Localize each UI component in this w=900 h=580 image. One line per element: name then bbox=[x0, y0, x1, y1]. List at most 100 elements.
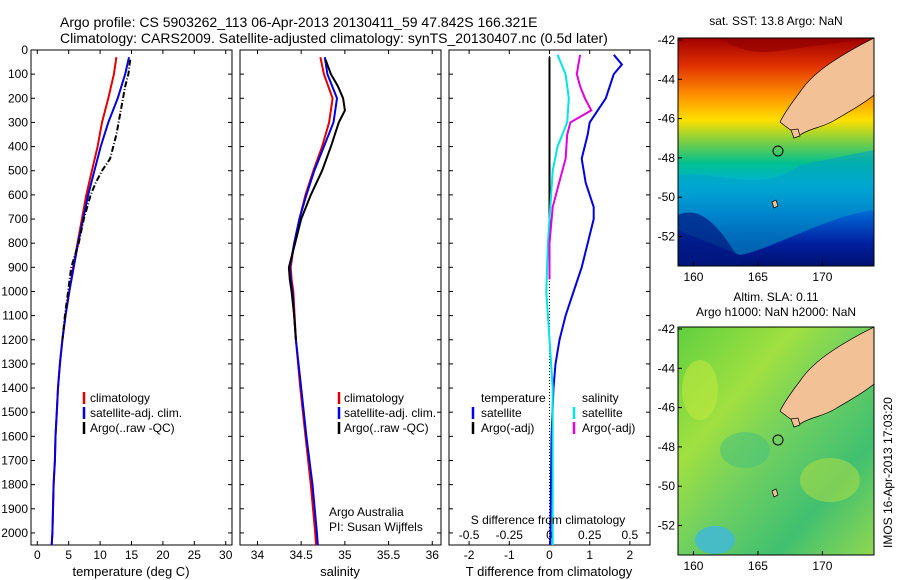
sla-map-title-1: Altim. SLA: 0.11 bbox=[733, 290, 818, 304]
map-x-tick-label: 160 bbox=[683, 270, 703, 284]
sla-map-title-2: Argo h1000: NaN h2000: NaN bbox=[696, 305, 856, 319]
map-x-tick-label: 170 bbox=[812, 270, 832, 284]
map-x-tick-label: 165 bbox=[748, 270, 768, 284]
salinity-legend: climatology satellite-adj. clim. Argo(..… bbox=[337, 391, 436, 435]
x-tick-label: 30 bbox=[219, 548, 233, 562]
map-x-tick-label: 170 bbox=[812, 559, 832, 573]
header-title: Argo profile: CS 5903262_113 06-Apr-2013… bbox=[60, 14, 537, 30]
salinity-xlabel: salinity bbox=[320, 564, 360, 579]
map-y-tick-label: -48 bbox=[658, 440, 676, 454]
sst-map-image bbox=[678, 38, 874, 266]
depth-tick-label: 1800 bbox=[1, 478, 28, 492]
difference-xlabel: T difference from climatology bbox=[466, 564, 633, 579]
map-y-tick-label: -48 bbox=[658, 151, 676, 165]
depth-tick-label: 1900 bbox=[1, 502, 28, 516]
x-tick-label: 25 bbox=[188, 548, 202, 562]
auckland-islands bbox=[771, 199, 779, 209]
map-y-tick-label: -52 bbox=[658, 230, 676, 244]
x2-tick-label: 0.25 bbox=[578, 528, 602, 542]
depth-tick-label: 1400 bbox=[1, 381, 28, 395]
depth-tick-label: 200 bbox=[8, 91, 28, 105]
difference-series bbox=[545, 54, 624, 546]
depth-tick-label: 1600 bbox=[1, 429, 28, 443]
map-y-tick-label: -52 bbox=[658, 519, 676, 533]
depth-tick-label: 1300 bbox=[1, 357, 28, 371]
series-line bbox=[548, 54, 593, 280]
map-y-tick-label: -46 bbox=[658, 112, 676, 126]
legend-label-argo: Argo(..raw -QC) bbox=[344, 421, 429, 435]
depth-tick-label: 700 bbox=[8, 212, 28, 226]
x-tick-label: 34 bbox=[251, 548, 265, 562]
x-tick-label: 10 bbox=[93, 548, 107, 562]
series-line bbox=[545, 54, 570, 545]
x-tick-label: 2 bbox=[627, 548, 634, 562]
map-x-tick-label: 165 bbox=[748, 559, 768, 573]
side-note: IMOS 16-Apr-2013 17:03:20 bbox=[881, 397, 895, 548]
new-zealand-south-island bbox=[779, 38, 874, 136]
salinity-series bbox=[287, 56, 346, 546]
temperature-xlabel: temperature (deg C) bbox=[72, 564, 189, 579]
x-tick-label: 0 bbox=[546, 548, 553, 562]
x-tick-label: 15 bbox=[125, 548, 139, 562]
sla-map-frame bbox=[677, 326, 875, 556]
legend-label-satellite: satellite-adj. clim. bbox=[344, 406, 436, 420]
pi-note: PI: Susan Wijffels bbox=[329, 520, 423, 534]
depth-tick-label: 2000 bbox=[1, 526, 28, 540]
series-line bbox=[287, 59, 346, 340]
depth-tick-label: 900 bbox=[8, 260, 28, 274]
x-tick-label: -1 bbox=[504, 548, 515, 562]
stewart-island bbox=[790, 128, 801, 139]
map-y-tick-label: -50 bbox=[658, 190, 676, 204]
difference-axis: -2 -1 0 1 2-0.5 -0.25 0 0.25 0.5 bbox=[449, 49, 650, 562]
salinity-axis: 34 34.5 35 35.5 36 bbox=[240, 49, 441, 562]
depth-tick-label: 1200 bbox=[1, 333, 28, 347]
salinity-panel-frame bbox=[239, 49, 442, 546]
depth-tick-label: 0 bbox=[21, 43, 28, 57]
x2-tick-label: -0.5 bbox=[459, 528, 480, 542]
legend-label-argo: Argo(..raw -QC) bbox=[90, 421, 175, 435]
x-tick-label: 35 bbox=[338, 548, 352, 562]
legend-title-salinity: salinity bbox=[582, 391, 619, 405]
temperature-panel-frame bbox=[30, 49, 233, 546]
x2-tick-label: -0.25 bbox=[496, 528, 524, 542]
map-y-tick-label: -46 bbox=[658, 401, 676, 415]
sla-map-axes: 160 165 170 -42 -44 -46 -48 -50 -52 bbox=[658, 322, 833, 573]
depth-tick-labels: 0 100 200 300 400 500 600 700 800 900 1000 1100 1200… bbox=[1, 43, 28, 540]
map-x-tick-label: 160 bbox=[683, 559, 703, 573]
header-subtitle: Climatology: CARS2009. Satellite-adjuste… bbox=[60, 30, 608, 46]
sla-map-image bbox=[678, 327, 874, 555]
argo-position-marker bbox=[772, 434, 784, 446]
difference-legend: temperature salinity satellite Argo(-adj… bbox=[471, 391, 635, 435]
legend-label-temp-argo: Argo(-adj) bbox=[481, 421, 534, 435]
depth-tick-label: 1500 bbox=[1, 405, 28, 419]
depth-tick-label: 400 bbox=[8, 140, 28, 154]
x-tick-label: 20 bbox=[156, 548, 170, 562]
stewart-island bbox=[790, 417, 801, 428]
depth-tick-label: 100 bbox=[8, 67, 28, 81]
x-tick-label: 0 bbox=[34, 548, 41, 562]
legend-label-sal-argo: Argo(-adj) bbox=[582, 421, 635, 435]
depth-tick-label: 300 bbox=[8, 115, 28, 129]
temperature-series bbox=[50, 56, 132, 546]
sst-map-frame bbox=[677, 37, 875, 267]
difference-x2label: S difference from climatology bbox=[471, 513, 626, 527]
x-tick-label: 5 bbox=[65, 548, 72, 562]
depth-tick-label: 600 bbox=[8, 188, 28, 202]
map-y-tick-label: -44 bbox=[658, 72, 676, 86]
sst-map-axes: 160 165 170 -42 -44 -46 -48 -50 -52 bbox=[658, 33, 833, 284]
depth-tick-label: 500 bbox=[8, 164, 28, 178]
legend-label-temp-satellite: satellite bbox=[481, 406, 522, 420]
temperature-legend: climatology satellite-adj. clim. Argo(..… bbox=[82, 391, 182, 435]
legend-label-climatology: climatology bbox=[90, 391, 150, 405]
auckland-islands bbox=[771, 488, 779, 498]
legend-label-satellite: satellite-adj. clim. bbox=[90, 406, 182, 420]
map-y-tick-label: -50 bbox=[658, 479, 676, 493]
series-line bbox=[61, 59, 132, 340]
series-line bbox=[288, 57, 339, 546]
depth-tick-label: 1100 bbox=[2, 309, 28, 323]
legend-title-temperature: temperature bbox=[481, 391, 546, 405]
depth-tick-label: 800 bbox=[8, 236, 28, 250]
legend-label-sal-satellite: satellite bbox=[582, 406, 623, 420]
x2-tick-label: 0.5 bbox=[622, 528, 639, 542]
